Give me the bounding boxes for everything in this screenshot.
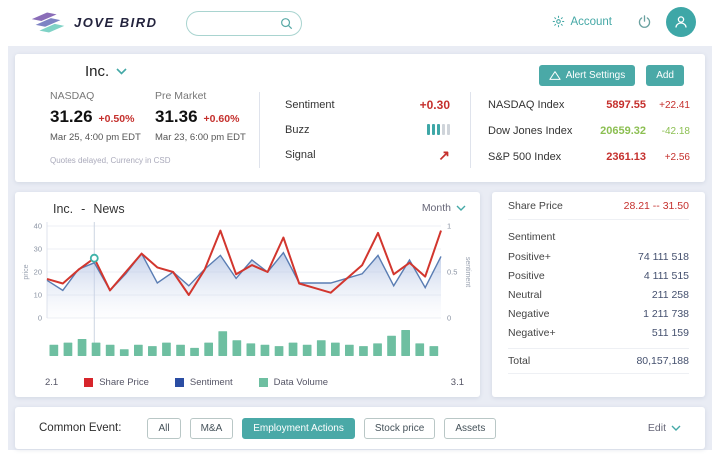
news-chart-card: Inc. - News Month 0 10 20 30 40 0 0.5 1 price senti… bbox=[15, 192, 480, 397]
legend-swatch bbox=[84, 378, 94, 387]
period-selector[interactable]: Month bbox=[422, 202, 466, 214]
chart-legend: 2.1 Share Price Sentiment Data Volume 3.… bbox=[45, 377, 464, 388]
exchange-price: 31.26 bbox=[50, 107, 93, 126]
event-filter-ma[interactable]: M&A bbox=[189, 417, 234, 439]
main-area: Inc. NASDAQ 31.26 +0.50% Mar 25, 4:00 pm… bbox=[8, 46, 712, 450]
chevron-down-icon bbox=[116, 68, 127, 75]
account-label: Account bbox=[570, 15, 612, 28]
premarket-time: Mar 23, 6:00 pm EDT bbox=[155, 132, 246, 143]
svg-text:0: 0 bbox=[38, 314, 42, 323]
company-selector[interactable]: Inc. bbox=[85, 63, 127, 80]
alert-triangle-icon bbox=[549, 71, 561, 80]
chevron-down-icon bbox=[671, 425, 681, 431]
svg-text:30: 30 bbox=[34, 245, 42, 254]
legend-data-volume[interactable]: Data Volume bbox=[258, 377, 328, 388]
exchange-change: +0.50% bbox=[98, 113, 135, 125]
premarket-label: Pre Market bbox=[155, 90, 207, 102]
overview-card: Inc. NASDAQ 31.26 +0.50% Mar 25, 4:00 pm… bbox=[15, 54, 705, 182]
add-button[interactable]: Add bbox=[646, 65, 684, 86]
index-row-sp500[interactable]: S&P 500 Index 2361.13 +2.56 bbox=[488, 151, 690, 163]
logo-text: JOVE BIRD bbox=[74, 14, 158, 30]
news-card-title: Inc. - News bbox=[53, 202, 125, 216]
metrics-panel: Sentiment +0.30 Buzz Signal ↗ bbox=[285, 92, 450, 167]
buzz-label: Buzz bbox=[285, 123, 310, 136]
premarket-price: 31.36 bbox=[155, 107, 198, 126]
signal-up-arrow-icon: ↗ bbox=[438, 146, 450, 163]
legend-share-price[interactable]: Share Price bbox=[84, 377, 149, 388]
event-filter-all[interactable]: All bbox=[147, 417, 181, 439]
svg-text:1: 1 bbox=[447, 222, 451, 231]
legend-swatch bbox=[258, 378, 268, 387]
share-price-range: 28.21 -- 31.50 bbox=[623, 199, 689, 212]
index-row-dowjones[interactable]: Dow Jones Index 20659.32 -42.18 bbox=[488, 125, 690, 137]
quote-premarket: Pre Market 31.36 +0.60% Mar 23, 6:00 pm … bbox=[155, 90, 246, 143]
alert-settings-button[interactable]: Alert Settings bbox=[538, 65, 636, 86]
sentiment-section-label: Sentiment bbox=[508, 231, 556, 243]
search-icon[interactable] bbox=[280, 17, 293, 30]
x-axis-start-label: 2.1 bbox=[45, 377, 59, 388]
legend-sentiment[interactable]: Sentiment bbox=[174, 377, 233, 388]
buzz-level-indicator bbox=[427, 124, 450, 135]
sentiment-value: +0.30 bbox=[419, 97, 450, 112]
logo-swoosh-icon bbox=[31, 12, 65, 33]
share-price-label: Share Price bbox=[508, 199, 563, 212]
stats-card: Share Price 28.21 -- 31.50 Sentiment Pos… bbox=[492, 192, 705, 397]
exchange-label: NASDAQ bbox=[50, 90, 95, 102]
stat-row-negative-plus: Negative+ 511 159 bbox=[508, 326, 689, 339]
top-header: JOVE BIRD Account bbox=[0, 0, 720, 46]
stat-row-positive: Positive 4 111 515 bbox=[508, 269, 689, 282]
svg-text:price: price bbox=[23, 264, 30, 279]
logout-power-icon[interactable] bbox=[637, 15, 652, 35]
sentiment-label: Sentiment bbox=[285, 98, 335, 111]
premarket-change: +0.60% bbox=[203, 113, 240, 125]
exchange-time: Mar 25, 4:00 pm EDT bbox=[50, 132, 141, 143]
gear-icon bbox=[553, 15, 565, 28]
event-filter-employment-actions[interactable]: Employment Actions bbox=[242, 417, 355, 439]
svg-text:0.5: 0.5 bbox=[447, 268, 457, 277]
news-chart[interactable]: 0 10 20 30 40 0 0.5 1 price sentiment bbox=[21, 218, 473, 358]
common-event-label: Common Event: bbox=[39, 422, 122, 434]
stat-row-positive-plus: Positive+ 74 111 518 bbox=[508, 250, 689, 263]
x-axis-end-label: 3.1 bbox=[450, 377, 464, 388]
app-logo[interactable]: JOVE BIRD bbox=[28, 10, 158, 34]
stat-row-total: Total 80,157,188 bbox=[508, 348, 689, 374]
event-filter-assets[interactable]: Assets bbox=[444, 417, 497, 439]
svg-text:20: 20 bbox=[34, 268, 42, 277]
svg-text:0: 0 bbox=[447, 314, 451, 323]
edit-events-control[interactable]: Edit bbox=[648, 422, 681, 434]
divider bbox=[259, 92, 260, 168]
person-icon bbox=[675, 16, 687, 28]
quote-disclaimer: Quotes delayed, Currency in CSD bbox=[50, 156, 171, 165]
svg-text:10: 10 bbox=[34, 291, 42, 300]
divider bbox=[470, 92, 471, 168]
search-input[interactable] bbox=[195, 18, 280, 29]
market-indices: NASDAQ Index 5897.55 +22.41 Dow Jones In… bbox=[488, 92, 690, 170]
svg-text:40: 40 bbox=[34, 222, 42, 231]
event-filter-stock-price[interactable]: Stock price bbox=[363, 417, 436, 439]
signal-label: Signal bbox=[285, 148, 316, 161]
account-menu[interactable]: Account bbox=[552, 15, 612, 28]
user-avatar[interactable] bbox=[666, 7, 696, 37]
quote-exchange: NASDAQ 31.26 +0.50% Mar 25, 4:00 pm EDT bbox=[50, 90, 141, 143]
index-row-nasdaq[interactable]: NASDAQ Index 5897.55 +22.41 bbox=[488, 99, 690, 111]
chevron-down-icon bbox=[456, 205, 466, 211]
stat-row-neutral: Neutral 211 258 bbox=[508, 288, 689, 301]
svg-text:sentiment: sentiment bbox=[464, 257, 471, 287]
search-box[interactable] bbox=[186, 11, 302, 36]
stat-row-negative: Negative 1 211 738 bbox=[508, 307, 689, 320]
company-name: Inc. bbox=[85, 63, 110, 80]
common-events-card: Common Event: All M&A Employment Actions… bbox=[15, 407, 705, 449]
legend-swatch bbox=[174, 378, 184, 387]
